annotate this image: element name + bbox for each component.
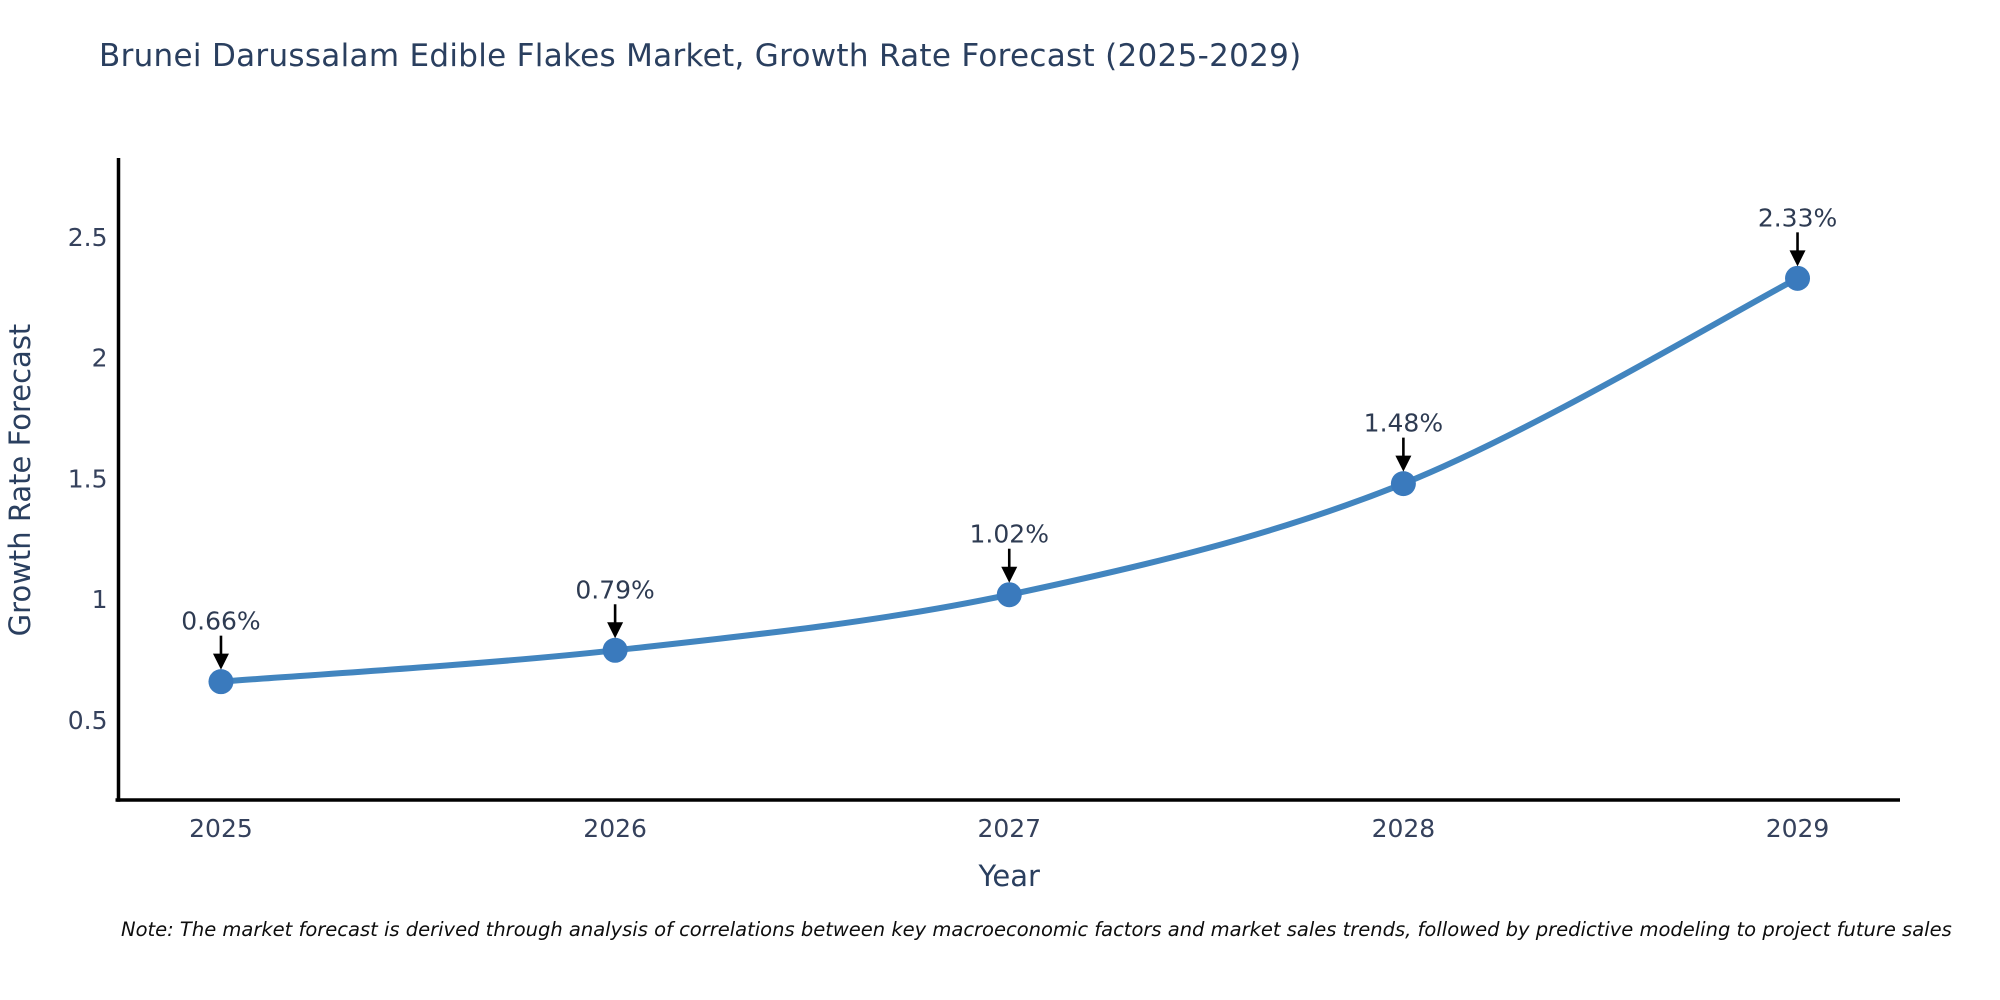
- x-axis-title: Year: [978, 859, 1040, 893]
- annotation-arrowhead: [607, 622, 624, 639]
- point-label: 1.48%: [1364, 409, 1443, 438]
- x-tick-label: 2027: [977, 814, 1041, 843]
- x-tick-label: 2028: [1372, 814, 1436, 843]
- y-tick-label: 2.5: [68, 223, 108, 252]
- chart-title: Brunei Darussalam Edible Flakes Market, …: [99, 38, 1302, 74]
- data-point: [996, 582, 1022, 608]
- x-tick-label: 2025: [189, 814, 253, 843]
- x-tick-label: 2026: [583, 814, 647, 843]
- y-axis-title: Growth Rate Forecast: [3, 324, 37, 637]
- data-point: [602, 637, 628, 663]
- x-tick-label: 2029: [1766, 814, 1830, 843]
- forecast-line: [217, 275, 1801, 685]
- y-tick-label: 0.5: [68, 706, 108, 735]
- chart-footnote: Note: The market forecast is derived thr…: [121, 918, 1952, 941]
- point-label: 0.79%: [575, 575, 654, 604]
- annotation-arrowhead: [1001, 566, 1018, 583]
- data-point: [1390, 471, 1416, 497]
- annotation-arrowhead: [212, 653, 229, 670]
- point-label: 2.33%: [1758, 203, 1837, 232]
- y-tick-label: 1: [92, 585, 108, 614]
- point-label: 0.66%: [181, 607, 260, 636]
- annotation-arrowhead: [1395, 455, 1412, 472]
- annotation-arrowhead: [1789, 250, 1806, 267]
- plot-svg: 0.5 1 1.5 2 2.5 2025 2026 2027 2028 2029 Growth Ra…: [3, 158, 1900, 893]
- y-tick-label: 1.5: [68, 464, 108, 493]
- data-point: [208, 669, 234, 695]
- point-label: 1.02%: [970, 520, 1049, 549]
- data-point: [1785, 265, 1811, 291]
- y-tick-label: 2: [92, 344, 108, 373]
